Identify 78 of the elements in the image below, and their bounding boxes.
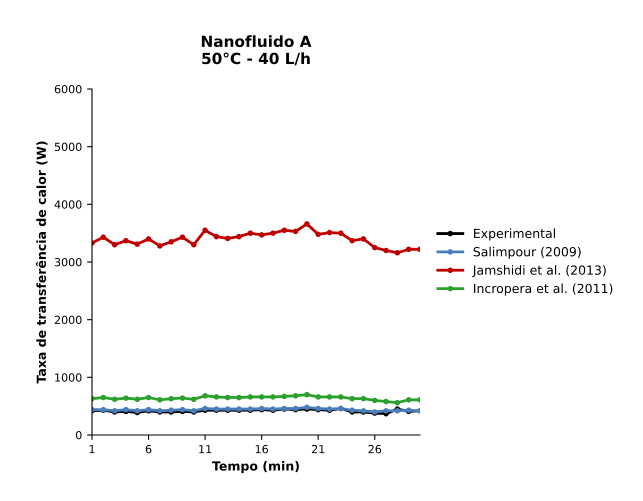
point xyxy=(338,230,344,236)
chart-title: Nanofluido A 50°C - 40 L/h xyxy=(202,35,312,66)
point xyxy=(282,394,288,400)
point xyxy=(157,397,163,403)
point xyxy=(100,234,106,240)
legend-label: Experimental xyxy=(474,228,555,241)
point xyxy=(304,221,310,227)
x-axis-title: Tempo (min) xyxy=(212,461,299,474)
point xyxy=(224,394,230,400)
point xyxy=(406,397,412,403)
x-tick-label: 21 xyxy=(312,444,324,454)
point xyxy=(202,393,208,399)
point xyxy=(214,394,220,400)
legend-label: Salimpour (2009) xyxy=(474,246,581,259)
point xyxy=(157,243,163,249)
y-axis-title: Taxa de transferência de calor (W) xyxy=(36,142,48,384)
line-series xyxy=(92,392,420,406)
point xyxy=(100,394,106,400)
x-tick-label: 16 xyxy=(256,444,268,454)
y-tick-label: 1000 xyxy=(55,373,82,382)
legend-label: Incropera et al. (2011) xyxy=(474,283,612,296)
point xyxy=(168,396,174,402)
point xyxy=(202,228,208,234)
point xyxy=(134,396,140,402)
point xyxy=(383,408,389,414)
point xyxy=(304,392,310,398)
point xyxy=(123,238,129,244)
x-tick-label: 1 xyxy=(90,445,95,454)
point xyxy=(248,230,254,236)
y-tick-label: 4000 xyxy=(54,200,82,209)
point xyxy=(112,396,118,402)
point xyxy=(258,394,264,400)
point xyxy=(214,234,220,240)
point xyxy=(248,394,254,400)
point xyxy=(315,394,321,400)
point xyxy=(146,236,152,242)
point xyxy=(292,228,298,234)
x-tick-label: 11 xyxy=(199,445,212,454)
point xyxy=(236,394,242,400)
point xyxy=(372,398,378,404)
point xyxy=(338,394,344,400)
point xyxy=(360,236,366,242)
point xyxy=(383,398,389,404)
point xyxy=(349,396,355,402)
point xyxy=(326,394,332,400)
y-tick-label: 5000 xyxy=(54,142,82,152)
point xyxy=(270,394,276,400)
point xyxy=(180,395,186,401)
point xyxy=(406,246,412,252)
y-tick-label: 0 xyxy=(76,430,82,440)
point xyxy=(112,242,118,248)
x-tick-label: 6 xyxy=(146,444,152,454)
y-tick-label: 2000 xyxy=(54,316,82,324)
point xyxy=(146,394,152,400)
point xyxy=(326,230,332,236)
point xyxy=(236,234,242,240)
point xyxy=(191,396,197,402)
point xyxy=(168,239,174,245)
point xyxy=(134,241,140,247)
point xyxy=(372,244,378,250)
y-tick-label: 6000 xyxy=(54,84,82,94)
point xyxy=(180,234,186,240)
point xyxy=(191,242,197,248)
point xyxy=(394,250,400,256)
point xyxy=(258,232,264,238)
point xyxy=(224,236,230,242)
point xyxy=(383,248,389,254)
point xyxy=(315,232,321,238)
point xyxy=(270,230,276,236)
point xyxy=(292,393,298,399)
x-tick-label: 26 xyxy=(368,444,382,454)
point xyxy=(394,400,400,406)
point xyxy=(349,238,355,244)
point xyxy=(360,396,366,402)
legend-label: Jamshidi et al. (2013) xyxy=(472,265,606,278)
y-tick-label: 3000 xyxy=(54,258,82,266)
point xyxy=(282,228,288,234)
point xyxy=(123,395,129,401)
